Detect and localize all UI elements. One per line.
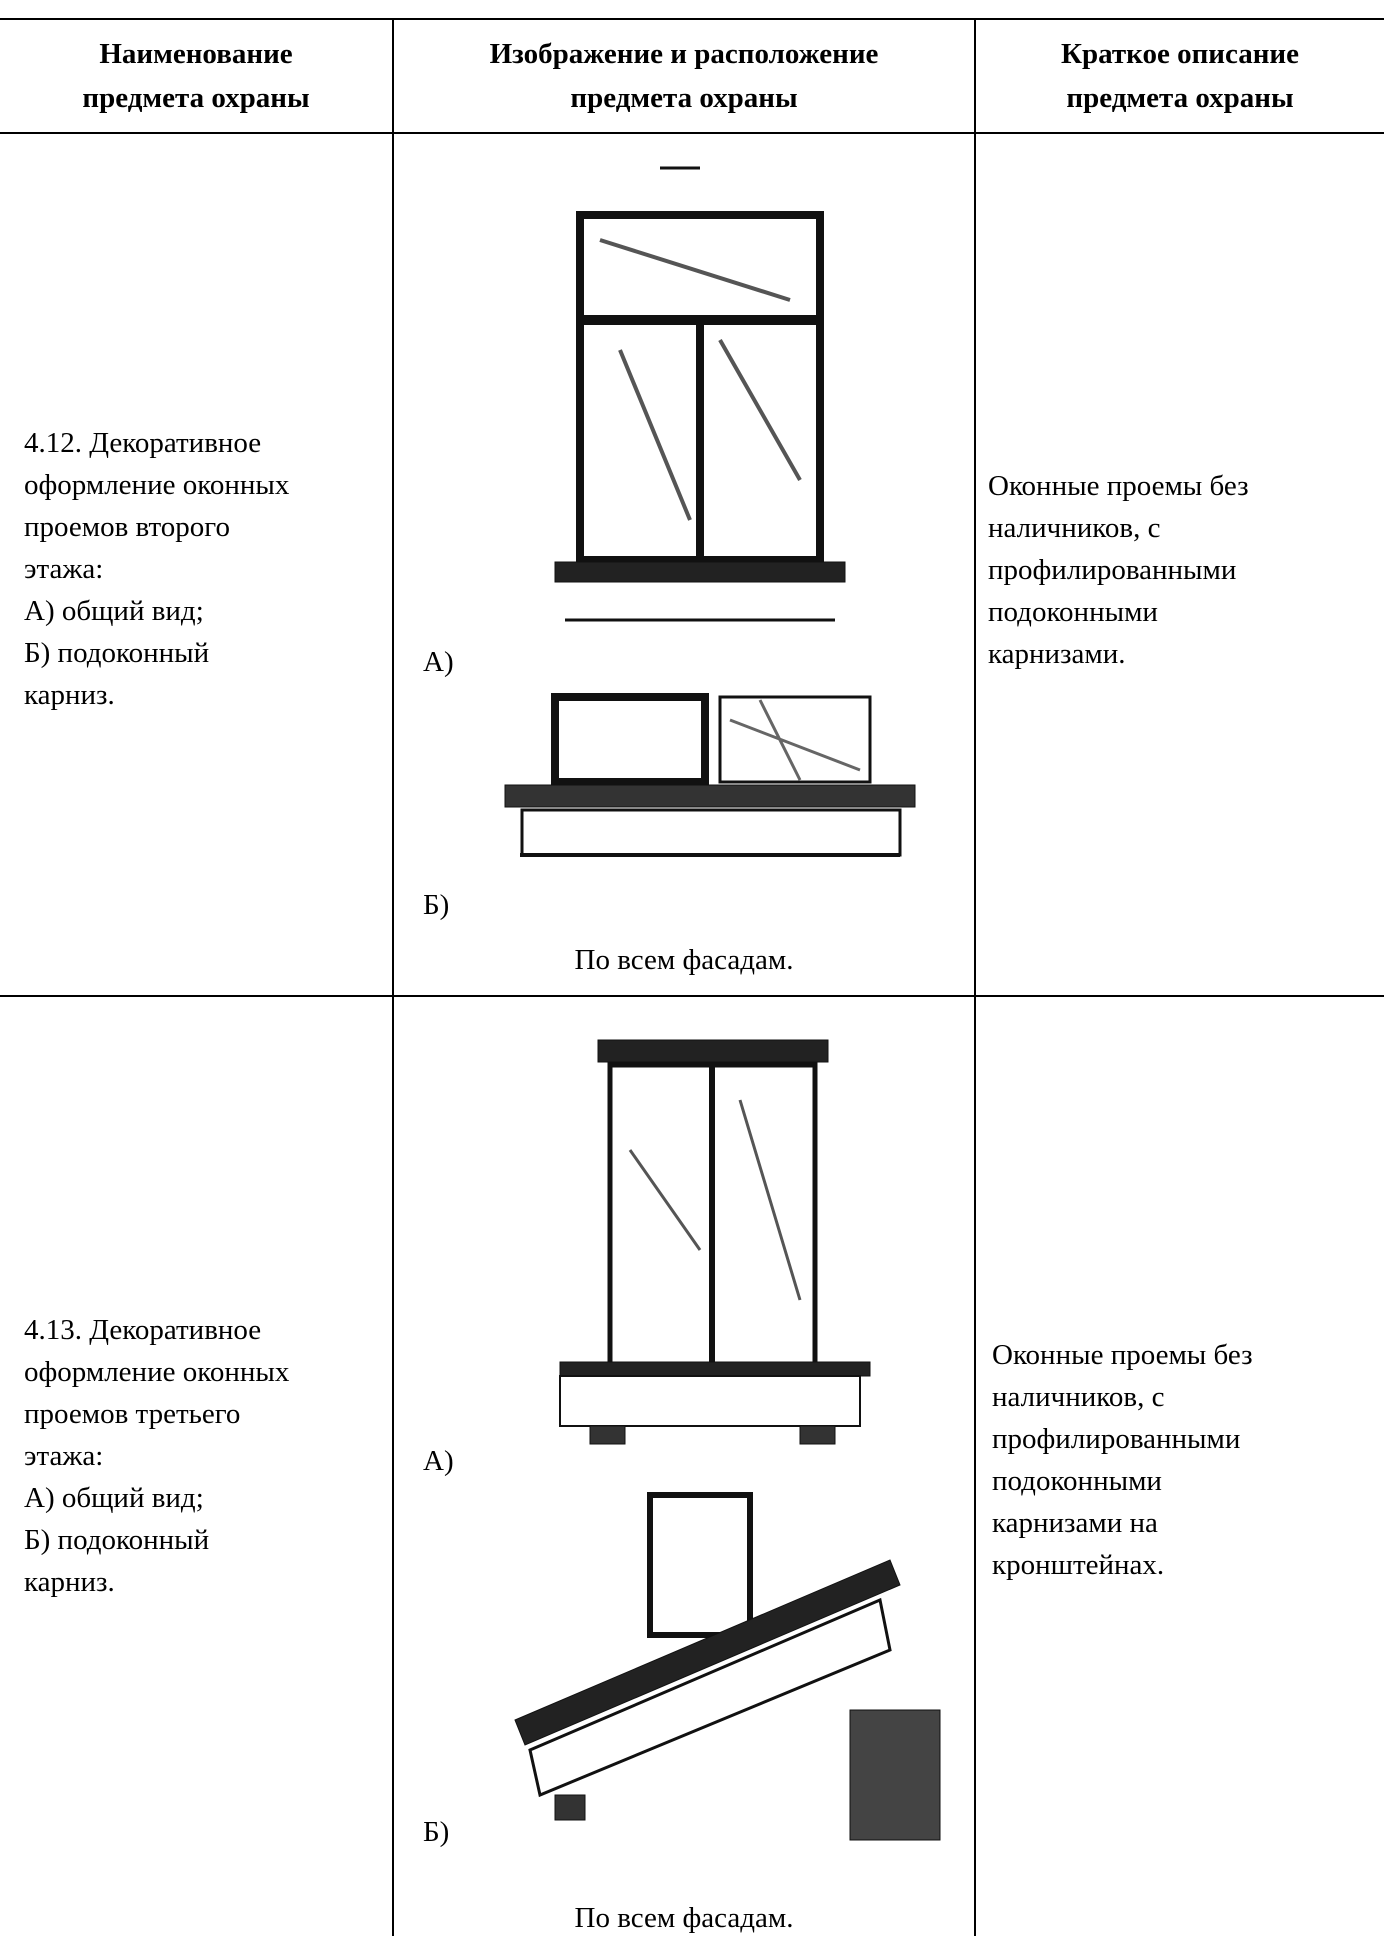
item-description: подоконными (988, 596, 1158, 628)
photo-sill-3b (514, 1492, 941, 1841)
header-text: Изображение и расположение (489, 38, 879, 70)
rule (0, 995, 1384, 997)
item-name: оформление оконных (24, 1356, 290, 1388)
item-name: А) общий вид; (24, 1482, 204, 1514)
item-name: 4.12. Декоративное (24, 427, 262, 459)
item-description: кронштейнах. (992, 1549, 1165, 1581)
image-label: Б) (423, 889, 450, 921)
item-name: проемов второго (24, 511, 230, 543)
item-name: карниз. (24, 1566, 115, 1598)
header-text: предмета охраны (570, 82, 798, 114)
image-label: А) (423, 646, 454, 678)
header-text: Наименование (99, 38, 293, 70)
item-name: 4.13. Декоративное (24, 1314, 262, 1346)
item-name: этажа: (24, 553, 104, 585)
rule (974, 18, 976, 1936)
header-text: Краткое описание (1060, 38, 1300, 70)
item-name: карниз. (24, 679, 115, 711)
rule (0, 18, 1384, 20)
rule (392, 18, 394, 1936)
item-description: наличников, с (992, 1381, 1165, 1413)
item-name: этажа: (24, 1440, 104, 1472)
location: По всем фасадам. (574, 944, 794, 976)
item-name: Б) подоконный (24, 637, 210, 669)
item-description: профилированными (992, 1423, 1241, 1455)
photo-sill-2b (504, 693, 916, 857)
item-name: оформление оконных (24, 469, 290, 501)
item-name: проемов третьего (24, 1398, 241, 1430)
image-label: А) (423, 1445, 454, 1477)
location: По всем фасадам. (574, 1902, 794, 1934)
item-description: карнизами. (988, 638, 1126, 670)
item-name: Б) подоконный (24, 1524, 210, 1556)
photo-window-2a (554, 166, 846, 622)
item-description: наличников, с (988, 512, 1161, 544)
rule (0, 132, 1384, 134)
item-description: Оконные проемы без (992, 1339, 1253, 1371)
item-name: А) общий вид; (24, 595, 204, 627)
image-label: Б) (423, 1816, 450, 1848)
header-text: предмета охраны (82, 82, 310, 114)
item-description: карнизами на (992, 1507, 1158, 1539)
header-text: предмета охраны (1066, 82, 1294, 114)
item-description: подоконными (992, 1465, 1162, 1497)
item-description: Оконные проемы без (988, 470, 1249, 502)
item-description: профилированными (988, 554, 1237, 586)
photo-window-3a (559, 1039, 871, 1445)
